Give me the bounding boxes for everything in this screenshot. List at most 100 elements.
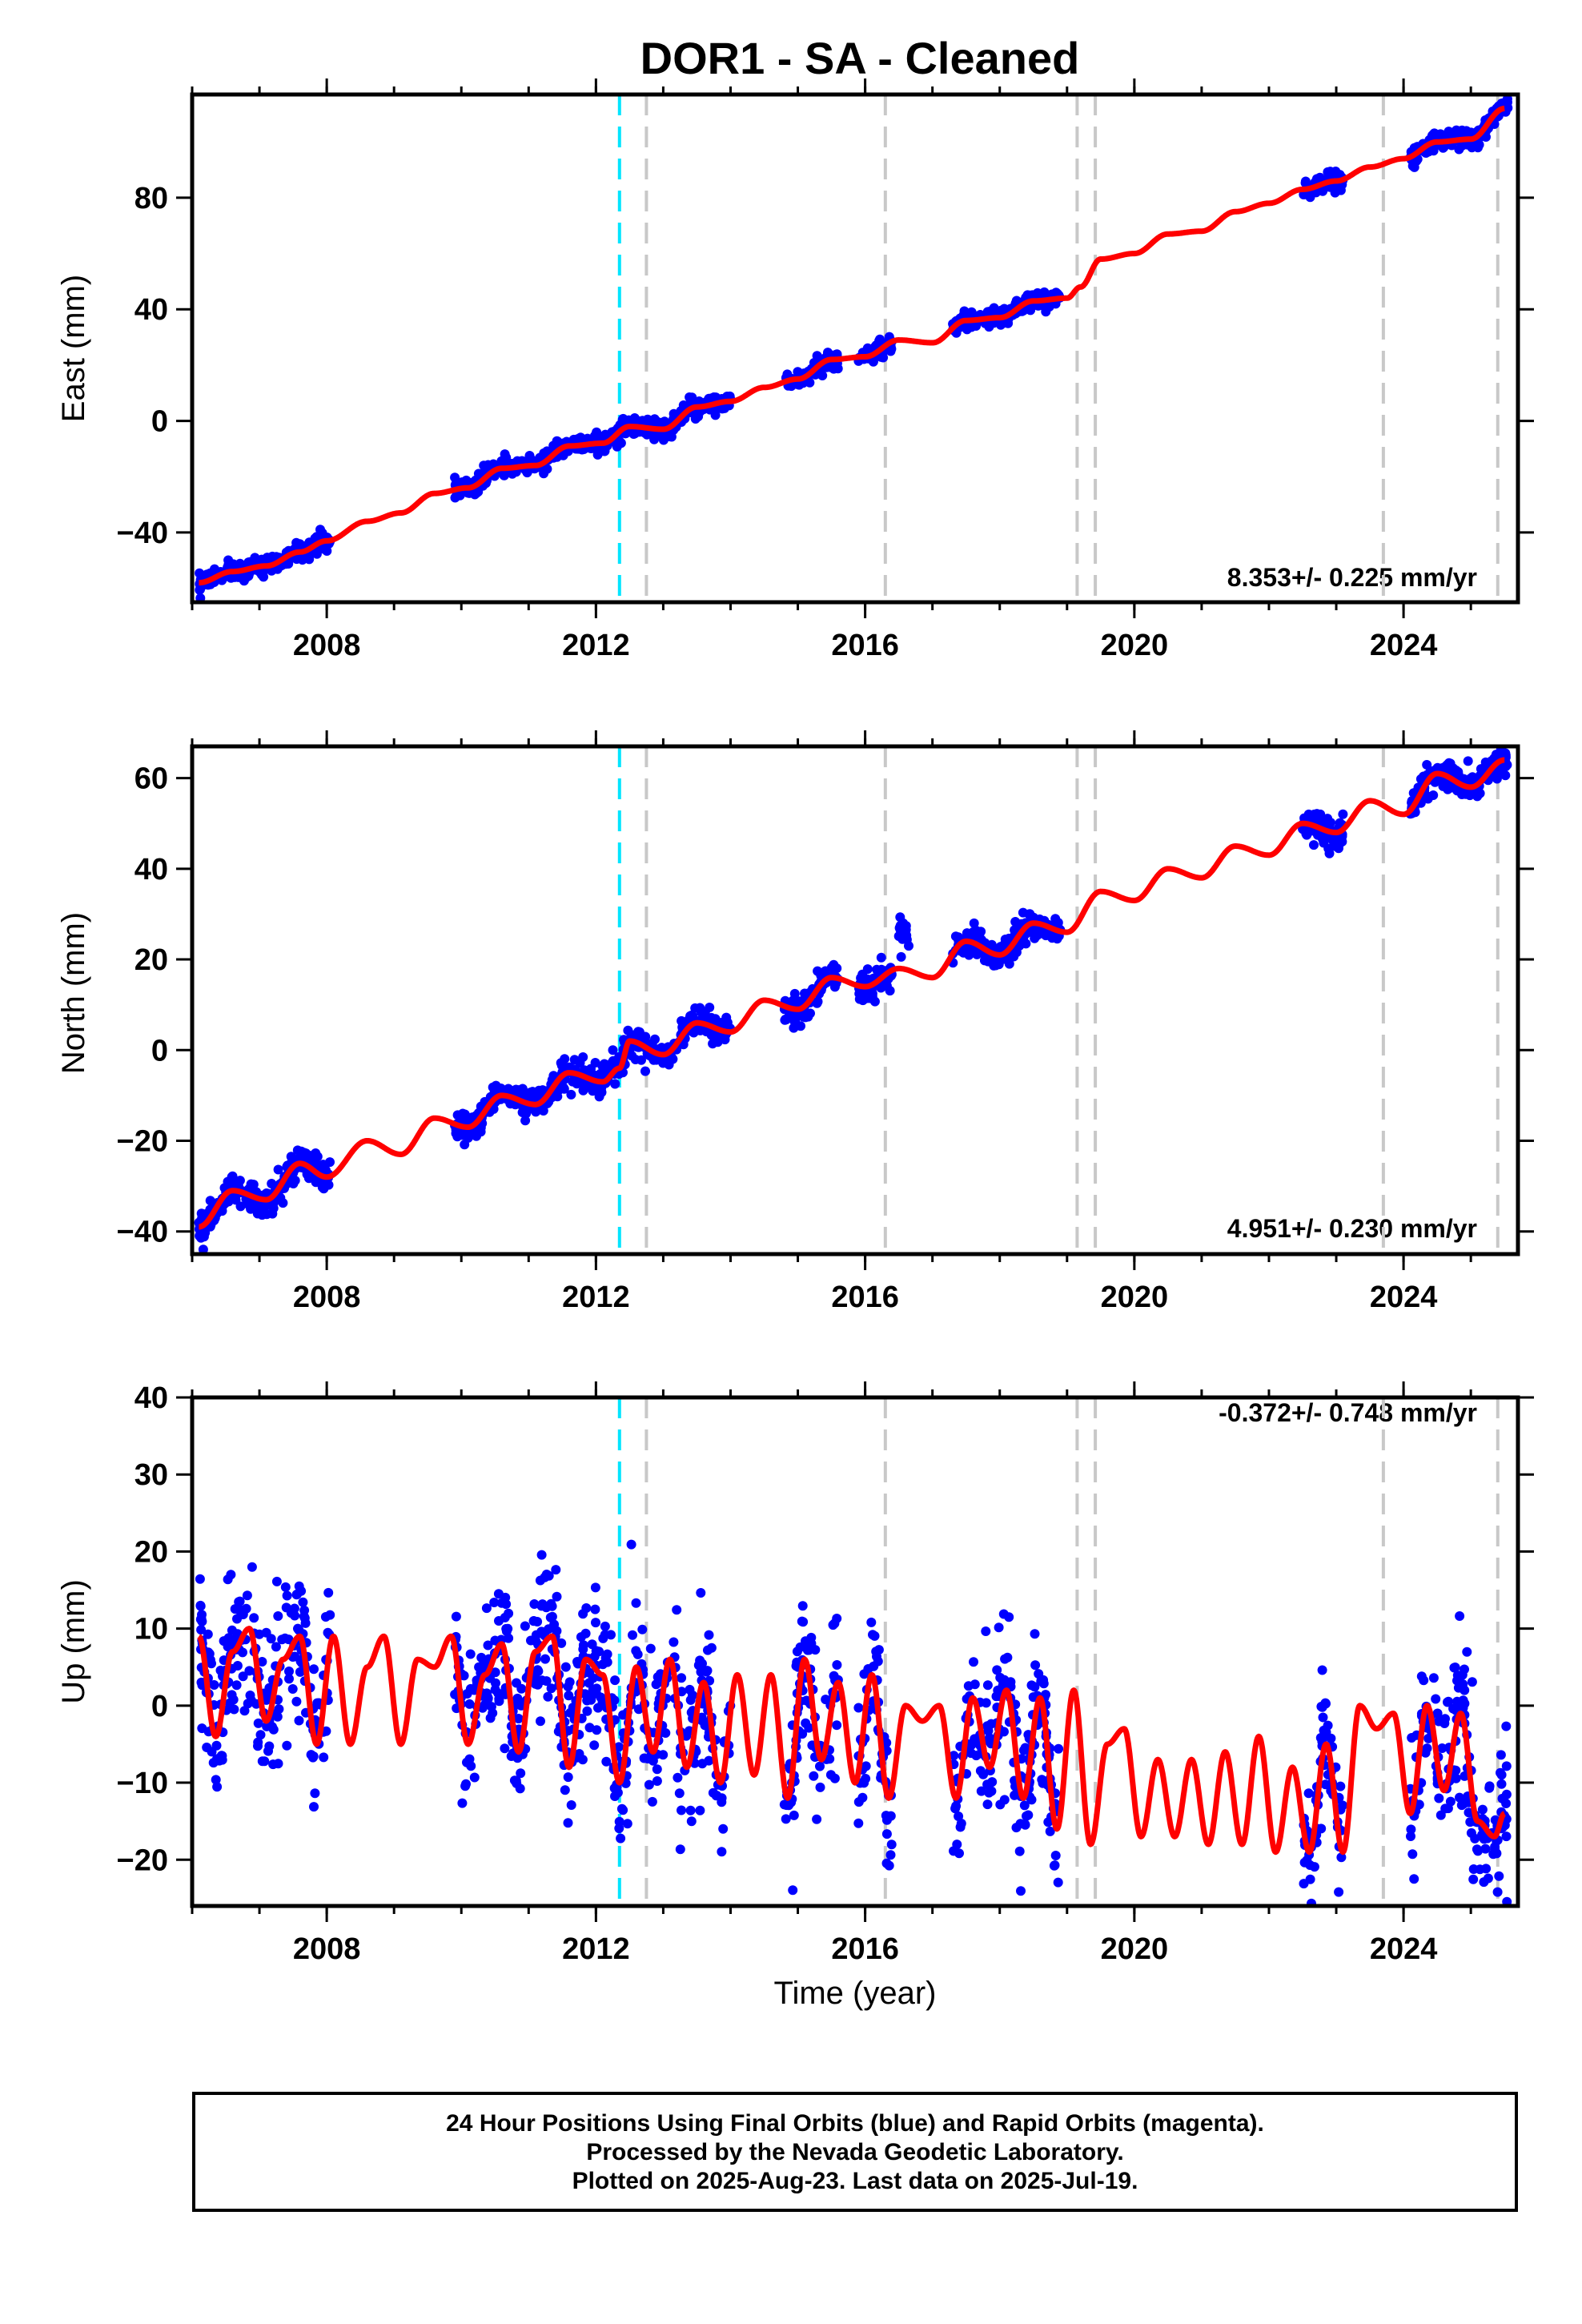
east-data-point	[195, 593, 206, 602]
north-data-point	[695, 1003, 705, 1013]
up-data-point	[255, 1730, 266, 1740]
up-data-point	[1468, 1874, 1479, 1884]
up-data-point	[1460, 1685, 1470, 1695]
up-data-point	[1323, 1720, 1333, 1731]
east-data-point	[600, 446, 610, 456]
north-y-tick-label: 40	[135, 853, 168, 887]
up-data-point	[626, 1539, 636, 1550]
up-data-point	[832, 1614, 842, 1623]
up-data-point	[1409, 1874, 1419, 1884]
up-data-point	[1467, 1677, 1477, 1687]
up-data-point	[999, 1795, 1010, 1805]
north-data-point	[623, 1025, 633, 1035]
north-data-point	[578, 1085, 588, 1096]
up-data-point	[1455, 1611, 1465, 1621]
up-data-point	[291, 1696, 302, 1707]
east-data-point	[1330, 187, 1340, 198]
east-data-point	[1022, 291, 1033, 301]
east-rate-label: 8.353+/- 0.225 mm/yr	[1227, 563, 1477, 592]
up-data-point	[287, 1684, 298, 1694]
east-y-tick-label: 80	[135, 182, 168, 215]
up-data-point	[695, 1805, 705, 1815]
up-data-point	[632, 1649, 643, 1659]
up-data-point	[307, 1752, 318, 1763]
up-data-point	[211, 1775, 221, 1785]
up-data-point	[274, 1704, 284, 1715]
up-data-point	[578, 1609, 588, 1619]
up-data-point	[658, 1750, 669, 1760]
north-data-point	[895, 912, 905, 923]
footer-line-1: 24 Hour Positions Using Final Orbits (bl…	[446, 2110, 1264, 2137]
east-data-point	[653, 418, 664, 428]
up-data-point	[253, 1718, 263, 1728]
up-data-point	[982, 1721, 993, 1731]
up-data-point	[616, 1833, 626, 1844]
up-data-point	[1049, 1860, 1059, 1871]
up-data-point	[1477, 1804, 1488, 1815]
north-data-point	[656, 1043, 667, 1053]
up-data-point	[1434, 1793, 1444, 1803]
up-data-point	[264, 1741, 275, 1751]
east-data-point	[628, 429, 639, 439]
up-data-point	[884, 1860, 894, 1871]
up-data-point	[647, 1796, 657, 1807]
up-data-point	[310, 1788, 320, 1799]
east-data-point	[315, 525, 325, 535]
east-x-tick-label: 2020	[1101, 629, 1169, 662]
up-data-point	[673, 1772, 683, 1783]
east-data-point	[661, 432, 671, 442]
up-data-point	[853, 1703, 864, 1713]
east-data-point	[618, 413, 628, 424]
up-data-point	[266, 1634, 276, 1644]
east-y-tick-label: 40	[135, 293, 168, 327]
north-data-point	[630, 1055, 640, 1064]
up-data-point	[485, 1713, 496, 1723]
up-data-point	[672, 1605, 682, 1615]
up-data-point	[612, 1787, 623, 1798]
east-data-point	[868, 356, 878, 367]
up-data-point	[1016, 1886, 1026, 1896]
up-data-point	[685, 1805, 696, 1815]
up-data-point	[981, 1626, 991, 1636]
up-data-point	[881, 1829, 892, 1839]
up-data-point	[1428, 1673, 1439, 1683]
up-data-point	[885, 1850, 896, 1860]
up-data-point	[994, 1622, 1004, 1633]
up-data-point	[825, 1770, 836, 1780]
up-data-point	[582, 1695, 592, 1706]
up-data-point	[241, 1603, 251, 1614]
east-y-tick-label: 0	[151, 405, 168, 439]
up-data-point	[591, 1618, 600, 1628]
north-data-point	[1309, 809, 1319, 819]
up-y-axis-label: Up (mm)	[56, 1579, 91, 1704]
north-data-point	[528, 1087, 538, 1097]
east-data-point	[874, 336, 885, 346]
north-data-point	[990, 960, 1001, 971]
north-y-tick-label: −20	[117, 1124, 168, 1158]
up-data-point	[873, 1645, 884, 1655]
up-data-point	[590, 1604, 600, 1614]
east-data-point	[687, 392, 697, 403]
up-data-point	[465, 1649, 476, 1659]
north-data-point	[857, 972, 867, 983]
east-data-point	[1409, 162, 1419, 172]
up-data-point	[987, 1777, 998, 1787]
up-data-point	[1488, 1849, 1499, 1860]
up-data-point	[207, 1659, 216, 1669]
up-data-point	[616, 1803, 627, 1814]
east-data-point	[548, 440, 559, 451]
up-data-point	[1492, 1887, 1503, 1897]
up-plot-area: 2008 2012 2016 2020 2024 −20 −10 0 10 20 30 40	[117, 1381, 1534, 1966]
north-data-point	[569, 1055, 580, 1065]
north-data-point	[307, 1154, 317, 1164]
up-rate-label: -0.372+/- 0.748 mm/yr	[1219, 1398, 1477, 1427]
up-data-point	[645, 1643, 656, 1654]
up-data-point	[226, 1570, 236, 1580]
up-data-point	[718, 1823, 729, 1834]
up-data-point	[299, 1613, 310, 1623]
up-data-point	[1501, 1789, 1512, 1799]
up-data-point	[622, 1819, 632, 1829]
up-data-point	[859, 1778, 869, 1788]
north-y-axis-label: North (mm)	[56, 912, 91, 1074]
up-data-point	[277, 1634, 287, 1645]
